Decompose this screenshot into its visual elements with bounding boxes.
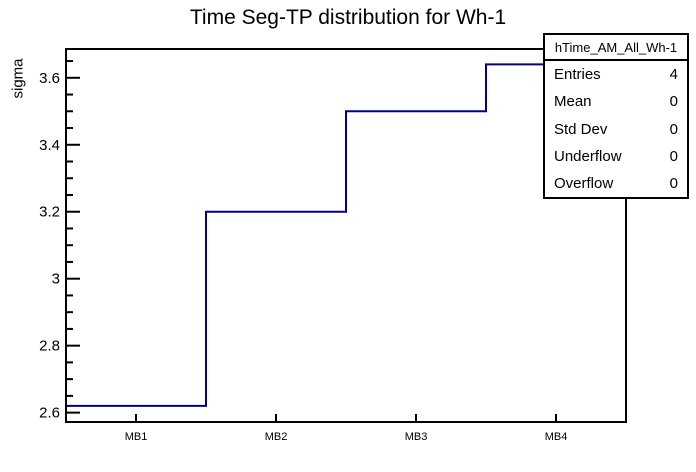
stat-row-stddev: Std Dev 0 xyxy=(545,115,687,142)
histogram-line xyxy=(66,63,626,407)
stat-row-underflow: Underflow 0 xyxy=(545,143,687,170)
plot-frame xyxy=(65,48,627,423)
x-axis-tick-label: MB4 xyxy=(545,431,568,443)
y-axis-tick-label: 2.8 xyxy=(39,338,60,355)
y-axis-tick-label: 2.6 xyxy=(39,405,60,422)
stat-value: 0 xyxy=(669,174,678,192)
stat-value: 0 xyxy=(669,120,678,138)
stat-label: Mean xyxy=(554,93,592,111)
stat-label: Entries xyxy=(554,66,601,84)
stat-value: 0 xyxy=(669,147,678,165)
plot-title: Time Seg-TP distribution for Wh-1 xyxy=(189,6,507,29)
stat-label: Underflow xyxy=(554,147,622,165)
y-axis-tick-label: 3.6 xyxy=(39,70,60,87)
y-axis-tick-label: 3.2 xyxy=(39,204,60,221)
x-axis-tick-label: MB3 xyxy=(405,431,428,443)
stats-box-title: hTime_AM_All_Wh-1 xyxy=(545,35,687,61)
stats-rows: Entries 4 Mean 0 Std Dev 0 Underflow 0 O… xyxy=(545,61,687,197)
stat-value: 0 xyxy=(669,93,678,111)
y-axis-tick-label: 3.4 xyxy=(39,137,60,154)
stat-row-overflow: Overflow 0 xyxy=(545,170,687,197)
stats-box: hTime_AM_All_Wh-1 Entries 4 Mean 0 Std D… xyxy=(543,33,689,199)
x-axis-tick-label: MB2 xyxy=(265,431,288,443)
stat-label: Std Dev xyxy=(554,120,608,138)
stat-row-mean: Mean 0 xyxy=(545,88,687,115)
stat-value: 4 xyxy=(669,66,678,84)
stat-row-entries: Entries 4 xyxy=(545,61,687,88)
stat-label: Overflow xyxy=(554,174,614,192)
y-axis-tick-label: 3 xyxy=(52,271,60,288)
x-axis-tick-label: MB1 xyxy=(125,431,148,443)
